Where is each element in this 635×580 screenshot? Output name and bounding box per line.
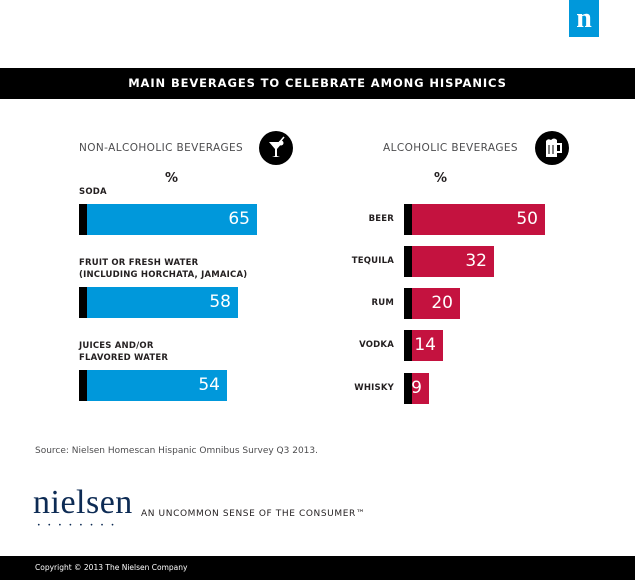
- bar-cap: [404, 246, 412, 277]
- category-label: VODKA: [359, 340, 394, 350]
- beer-mug-icon: [535, 131, 569, 165]
- tagline: AN UNCOMMON SENSE OF THE CONSUMER™: [141, 509, 366, 519]
- value-label: 20: [431, 293, 453, 313]
- category-label: FRUIT OR FRESH WATER (INCLUDING HORCHATA,…: [79, 258, 248, 280]
- value-label: 65: [228, 209, 250, 229]
- category-label: TEQUILA: [351, 256, 394, 266]
- bar-cap: [404, 288, 412, 319]
- bar: 58: [79, 287, 238, 318]
- bar: 65: [79, 204, 257, 235]
- category-label: SODA: [79, 186, 107, 197]
- source-note: Source: Nielsen Homescan Hispanic Omnibu…: [35, 446, 318, 456]
- value-label: 54: [198, 375, 220, 395]
- value-label: 32: [465, 251, 487, 271]
- nielsen-wordmark-dots: ••••••••: [37, 522, 122, 529]
- alcoholic-percent-label: %: [434, 171, 448, 186]
- bar: 14: [404, 330, 443, 361]
- value-label: 50: [516, 209, 538, 229]
- bar-cap: [79, 204, 87, 235]
- bar-cap: [404, 330, 412, 361]
- bar-cap: [404, 204, 412, 235]
- non-alcoholic-title: NON-ALCOHOLIC BEVERAGES: [79, 142, 244, 154]
- page-title: MAIN BEVERAGES TO CELEBRATE AMONG HISPAN…: [0, 68, 635, 99]
- bar: 54: [79, 370, 227, 401]
- bar-cap: [79, 287, 87, 318]
- category-label: WHISKY: [354, 383, 394, 393]
- bar-cap: [79, 370, 87, 401]
- bar-cap: [404, 373, 412, 404]
- copyright-footer: Copyright © 2013 The Nielsen Company: [0, 556, 635, 580]
- alcoholic-title: ALCOHOLIC BEVERAGES: [383, 142, 518, 154]
- nielsen-logo-tile: n: [569, 0, 599, 37]
- cocktail-icon: [259, 131, 293, 165]
- bar: 50: [404, 204, 545, 235]
- category-label: JUICES AND/OR FLAVORED WATER: [79, 341, 169, 363]
- category-label: RUM: [371, 298, 394, 308]
- value-label: 58: [209, 292, 231, 312]
- value-label: 14: [414, 335, 436, 355]
- value-label: 9: [411, 378, 422, 398]
- non-alcoholic-percent-label: %: [165, 171, 179, 186]
- bar: 9: [404, 373, 429, 404]
- bar: 32: [404, 246, 494, 277]
- bar: 20: [404, 288, 460, 319]
- nielsen-wordmark: nielsen: [33, 484, 133, 521]
- category-label: BEER: [368, 214, 394, 224]
